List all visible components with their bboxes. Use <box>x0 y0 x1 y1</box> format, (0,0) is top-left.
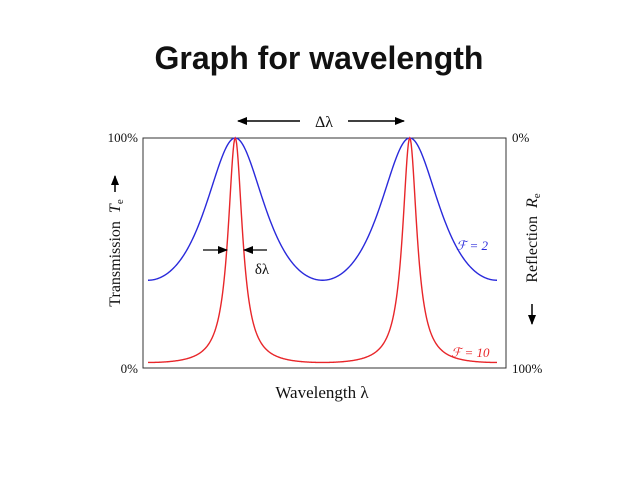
right-axis-label-symbol: R <box>524 198 541 209</box>
fsr-label: Δλ <box>315 114 333 131</box>
left-axis-label-text: Transmission <box>107 221 124 307</box>
left-tick-bottom: 0% <box>121 361 139 376</box>
series-line-finesse-2 <box>147 137 498 281</box>
right-tick-bottom: 100% <box>512 361 543 376</box>
plot-frame <box>142 137 507 369</box>
legend-finesse-2: ℱ = 2 <box>456 238 488 253</box>
x-axis-label: Wavelength λ <box>275 383 369 402</box>
fwhm-label: δλ <box>255 262 270 278</box>
right-axis-label: Reflection Re <box>524 193 543 282</box>
left-tick-top: 100% <box>108 130 139 145</box>
series-line-finesse-10 <box>148 136 497 364</box>
right-tick-top: 0% <box>512 130 530 145</box>
left-axis-label-sub: e <box>114 199 126 204</box>
right-axis-label-sub: e <box>531 193 543 198</box>
svg-text:ReflectionRe: Reflection Re <box>524 193 543 282</box>
right-axis-label-text: Reflection <box>524 216 541 283</box>
legend-finesse-10: ℱ = 10 <box>451 345 490 360</box>
slide-title: Graph for wavelength <box>154 40 484 76</box>
svg-text:TransmissionTe: Transmission Te <box>107 199 126 307</box>
left-axis-label: Transmission Te <box>107 199 126 307</box>
series-layer <box>147 136 498 364</box>
left-axis-label-symbol: T <box>107 203 124 213</box>
